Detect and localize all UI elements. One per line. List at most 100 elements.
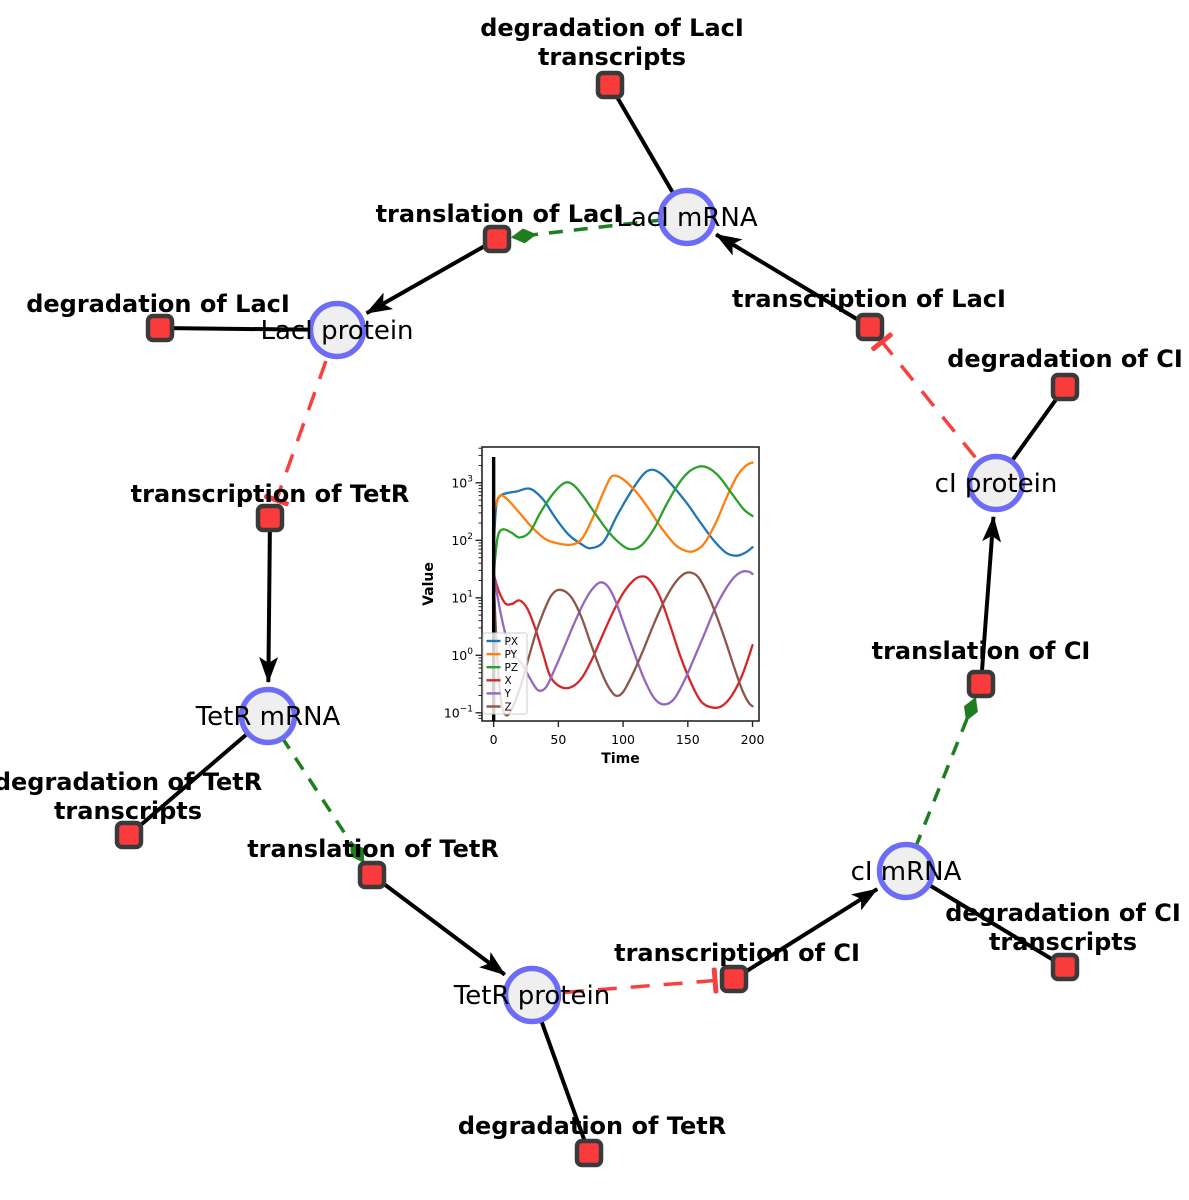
reaction-label-line: transcription of LacI [732,285,1006,313]
reaction-label-line: transcription of CI [614,939,860,967]
species-label-ci-mrna: cI mRNA [851,857,962,887]
y-tick-base: 10 [451,475,467,490]
reaction-label-deg-tetr-tx: degradation of TetR transcripts [0,768,262,825]
y-tick-exponent: 2 [467,532,473,542]
y-axis-title: Value [421,562,437,606]
series-line-X [492,572,754,709]
reaction-label-line: translation of TetR [247,835,499,863]
species-node-tetr-protein [502,965,562,1025]
y-tick-exponent: −1 [460,704,473,714]
y-tick-exponent: 1 [467,589,473,599]
reaction-label-line: transcripts [54,797,202,825]
y-tick-label: 10−1 [444,704,473,720]
reaction-node-transcription-ci [719,964,749,994]
species-node-ci-protein [966,453,1026,513]
reaction-label-line: transcripts [538,43,686,71]
reaction-node-deg-tetr [574,1138,604,1168]
series-line-PZ [492,465,754,577]
chart-series-group [492,461,754,717]
x-axis-title: Time [601,751,639,767]
reaction-label-deg-laci-tx: degradation of LacI transcripts [480,14,744,71]
labels-layer: LacI mRNA LacI protein cI protein TetR mRNA… [0,14,1183,1140]
x-tick-label: 200 [741,732,765,747]
reaction-label-line: degradation of TetR [458,1112,726,1140]
reaction-label-deg-ci: degradation of CI [947,345,1183,373]
y-tick-exponent: 3 [467,474,473,484]
reaction-label-line: degradation of LacI [480,14,744,42]
series-line-Y [492,570,754,706]
x-tick-label: 50 [550,732,566,747]
edge-modifier-ci-mrna-to-translation-ci [904,696,978,872]
series-line-PY [492,461,754,553]
reaction-label-line: degradation of TetR [0,768,262,796]
reaction-label-line: translation of CI [872,637,1091,665]
reaction-node-translation-laci [482,224,512,254]
y-tick-base: 10 [444,705,460,720]
reaction-label-line: translation of LacI [376,200,623,228]
reaction-label-transcription-laci: transcription of LacI [732,285,1006,313]
x-tick-label: 100 [611,732,635,747]
reaction-node-translation-ci [966,669,996,699]
reaction-node-translation-tetr [357,860,387,890]
reaction-node-transcription-tetr [255,503,285,533]
reaction-label-deg-tetr: degradation of TetR [458,1112,726,1140]
reaction-label-deg-ci-tx: degradation of CI transcripts [945,899,1181,956]
legend-label-PZ: PZ [505,662,519,674]
x-tick-label: 0 [490,732,498,747]
species-label-laci-mrna: LacI mRNA [616,203,757,233]
edge-plain-deg-tetr-tx-to-tetr-mrna [127,714,270,837]
reaction-label-translation-tetr: translation of TetR [247,835,499,863]
edge-arrow-translation-ci-to-ci-protein [979,515,1002,685]
species-label-laci-protein: LacI protein [260,316,413,346]
y-tick-exponent: 0 [467,647,473,657]
edges-layer [127,83,1067,1154]
edge-arrow-transcription-ci-to-ci-mrna [732,887,879,981]
reaction-label-transcription-tetr: transcription of TetR [131,480,410,508]
reaction-node-transcription-laci [855,312,885,342]
edge-plain-deg-ci-tx-to-ci-mrna [904,869,1067,969]
species-node-laci-protein [307,300,367,360]
reaction-label-transcription-ci: transcription of CI [614,939,860,967]
reaction-label-line: transcription of TetR [131,480,410,508]
reaction-label-translation-laci: translation of LacI [376,200,623,228]
nodes-layer [114,70,1080,1168]
y-tick-base: 10 [451,648,467,663]
edge-inhibit-laci-protein-to-transcription-tetr [263,329,339,507]
reaction-label-line: transcripts [989,928,1137,956]
reaction-node-deg-laci-tx [595,70,625,100]
edge-arrow-transcription-laci-to-laci-mrna [715,232,872,329]
reaction-node-deg-ci-tx [1050,952,1080,982]
chart-axes-box [481,446,760,722]
species-node-tetr-mrna [238,686,298,746]
series-line-PX [492,468,754,557]
edge-plain-deg-laci-to-laci-protein [159,326,338,332]
edge-arrow-translation-laci-to-laci-protein [365,237,498,315]
legend-label-PX: PX [505,636,519,648]
reaction-label-deg-laci: degradation of LacI [26,290,290,318]
species-label-tetr-mrna: TetR mRNA [195,702,341,732]
legend-label-X: X [505,675,512,687]
species-label-ci-protein: cI protein [935,469,1058,499]
legend-label-Y: Y [504,688,512,700]
edge-arrow-translation-tetr-to-tetr-protein [370,873,506,977]
reaction-label-line: degradation of CI [947,345,1183,373]
x-tick-label: 150 [676,732,700,747]
reaction-node-deg-ci [1050,372,1080,402]
y-tick-label: 101 [451,589,473,605]
y-tick-label: 103 [451,474,473,490]
reaction-label-translation-ci: translation of CI [872,637,1091,665]
reaction-label-line: degradation of LacI [26,290,290,318]
reaction-node-deg-tetr-tx [114,820,144,850]
species-node-laci-mrna [657,187,717,247]
y-tick-label: 100 [451,647,473,663]
y-tick-base: 10 [451,590,467,605]
y-tick-label: 102 [451,532,473,548]
species-label-tetr-protein: TetR protein [453,981,610,1011]
edge-arrow-transcription-tetr-to-tetr-mrna [259,517,279,684]
reaction-label-line: degradation of CI [945,899,1181,927]
legend-label-PY: PY [505,649,518,661]
